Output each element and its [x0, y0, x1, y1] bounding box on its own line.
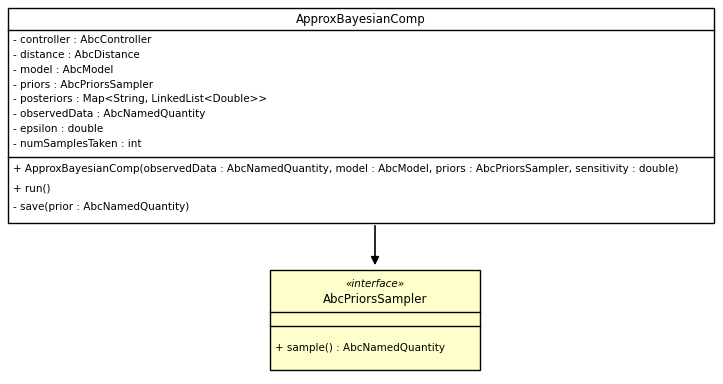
Text: - numSamplesTaken : int: - numSamplesTaken : int [13, 139, 142, 149]
Text: ApproxBayesianComp: ApproxBayesianComp [296, 13, 426, 25]
Text: - epsilon : double: - epsilon : double [13, 124, 103, 134]
Text: - priors : AbcPriorsSampler: - priors : AbcPriorsSampler [13, 79, 153, 89]
Text: - controller : AbcController: - controller : AbcController [13, 35, 152, 45]
Text: + sample() : AbcNamedQuantity: + sample() : AbcNamedQuantity [275, 343, 445, 353]
Text: - model : AbcModel: - model : AbcModel [13, 65, 114, 74]
Text: - posteriors : Map<String, LinkedList<Double>>: - posteriors : Map<String, LinkedList<Do… [13, 94, 267, 104]
Text: AbcPriorsSampler: AbcPriorsSampler [322, 293, 427, 306]
Text: - save(prior : AbcNamedQuantity): - save(prior : AbcNamedQuantity) [13, 202, 189, 212]
Text: - observedData : AbcNamedQuantity: - observedData : AbcNamedQuantity [13, 109, 205, 119]
Bar [8, 8, 714, 223]
Bar [270, 270, 480, 370]
Text: + ApproxBayesianComp(observedData : AbcNamedQuantity, model : AbcModel, priors :: + ApproxBayesianComp(observedData : AbcN… [13, 164, 678, 174]
Text: - distance : AbcDistance: - distance : AbcDistance [13, 50, 140, 60]
Text: «interface»: «interface» [346, 279, 405, 289]
Text: + run(): + run() [13, 183, 51, 193]
